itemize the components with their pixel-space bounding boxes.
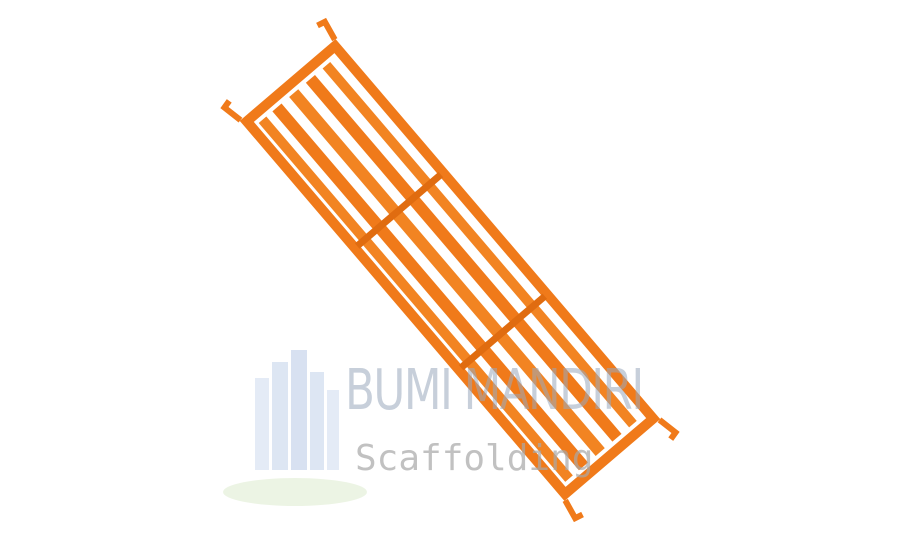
watermark-brand: BUMI MANDIRI <box>345 358 644 423</box>
watermark-tagline: Scaffolding <box>355 438 594 479</box>
scaffold-plank <box>220 17 680 523</box>
building-skyline-icon <box>223 350 367 506</box>
